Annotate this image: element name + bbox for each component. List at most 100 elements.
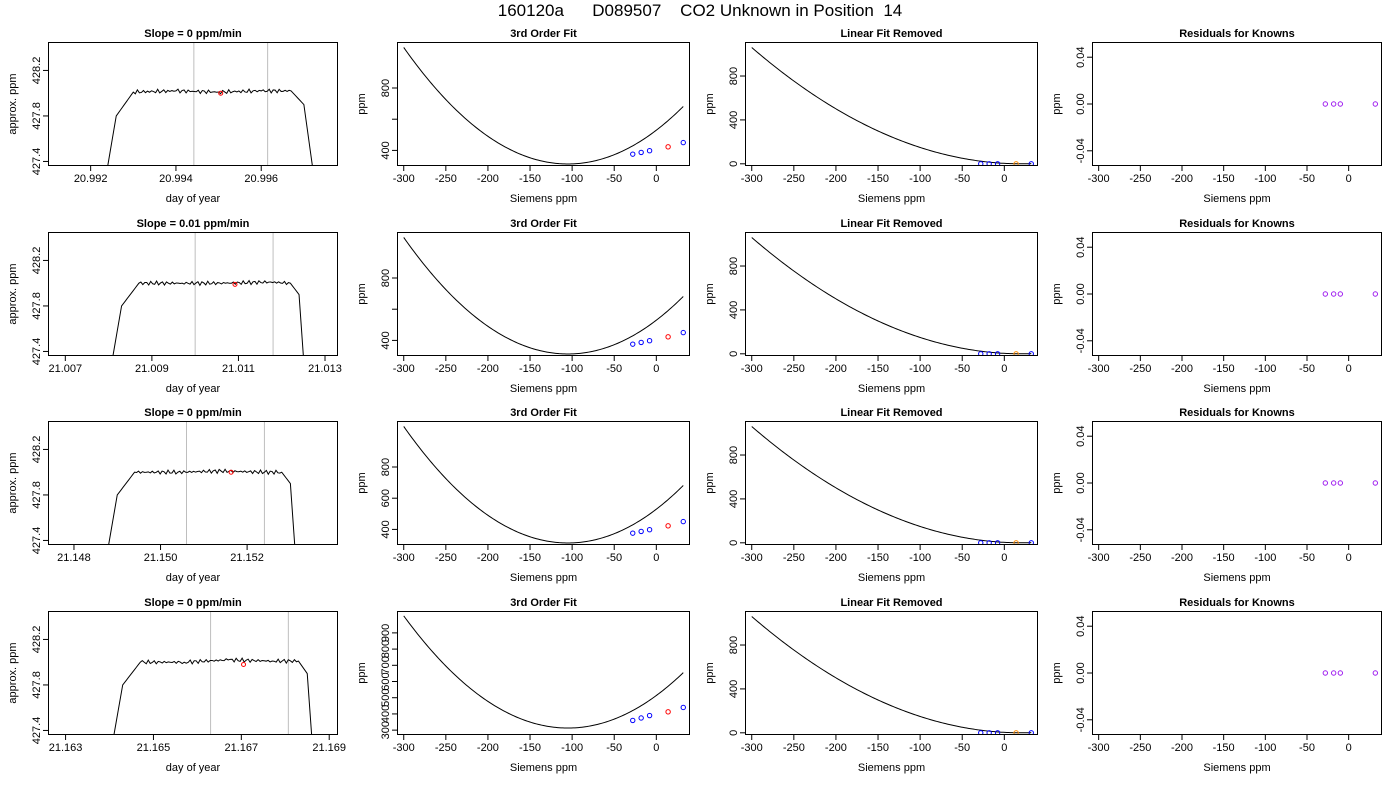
plot-frame (48, 611, 338, 735)
y-tick-label: 400 (380, 520, 392, 538)
plot-area (108, 421, 296, 545)
residual-point (1337, 291, 1344, 297)
fit-curve-line (403, 237, 684, 355)
y-axis-label: approx. ppm (7, 73, 19, 134)
x-tick-label: 20.994 (159, 173, 193, 185)
x-tick-label: -300 (393, 742, 415, 754)
x-axis-label: Siemens ppm (510, 193, 577, 205)
known-standard-point (978, 161, 984, 166)
y-axis-label: approx. ppm (7, 263, 19, 324)
x-axis-label: Siemens ppm (858, 572, 925, 584)
x-tick-label: 0 (1346, 742, 1352, 754)
plot-area (112, 232, 304, 356)
fit-curve-line (751, 47, 1032, 165)
panel-title: 3rd Order Fit (510, 407, 577, 419)
x-tick-label: 21.169 (312, 742, 346, 754)
y-axis-label: ppm (1051, 93, 1063, 114)
x-tick-label: -300 (393, 363, 415, 375)
x-tick-label: -100 (1254, 742, 1276, 754)
sample-point-marker (228, 469, 234, 475)
panel-title: Residuals for Knowns (1179, 28, 1295, 40)
y-tick-label: 0.00 (1075, 283, 1087, 304)
x-tick-label: -150 (867, 363, 889, 375)
x-tick-label: -50 (1299, 363, 1315, 375)
x-tick-label: -200 (825, 552, 847, 564)
y-axis-label: ppm (704, 283, 716, 304)
unknown-sample-point (1013, 351, 1019, 356)
panel-title: 3rd Order Fit (510, 597, 577, 609)
x-tick-label: -100 (1254, 173, 1276, 185)
y-axis-label: approx. ppm (7, 642, 19, 703)
known-standard-point (630, 341, 636, 347)
y-tick-label: 427.4 (31, 338, 43, 366)
y-axis-label: approx. ppm (7, 452, 19, 513)
unknown-sample-point (665, 709, 671, 715)
plot-area (403, 615, 686, 729)
x-tick-label: -300 (1088, 363, 1110, 375)
x-axis-label: Siemens ppm (1203, 762, 1270, 774)
y-tick-label: -0.04 (1075, 707, 1087, 732)
known-standard-point (994, 161, 1001, 166)
residual-point (1322, 291, 1329, 297)
x-tick-label: -250 (1129, 552, 1151, 564)
x-tick-label: -300 (393, 552, 415, 564)
x-tick-label: -150 (867, 552, 889, 564)
residual-point (1322, 670, 1329, 676)
x-tick-label: -100 (561, 552, 583, 564)
x-tick-label: 21.152 (230, 552, 264, 564)
x-tick-label: -250 (1129, 363, 1151, 375)
x-tick-label: -300 (741, 173, 763, 185)
residual-point (1372, 670, 1379, 676)
plot-frame (1092, 42, 1382, 166)
x-tick-label: -50 (1299, 742, 1315, 754)
x-tick-label: -200 (1171, 173, 1193, 185)
unknown-sample-point (665, 144, 671, 150)
residual-point (1337, 101, 1344, 107)
x-tick-label: -100 (909, 552, 931, 564)
plot-area (751, 616, 1034, 735)
y-tick-label: 400 (380, 331, 392, 349)
x-tick-label: -200 (825, 363, 847, 375)
plot-frame (397, 421, 690, 545)
panel-title: Residuals for Knowns (1179, 407, 1295, 419)
y-tick-label: 800 (380, 640, 392, 658)
panel-title: Residuals for Knowns (1179, 597, 1295, 609)
x-tick-label: -100 (1254, 363, 1276, 375)
y-tick-label: 427.8 (31, 102, 43, 130)
known-standard-point (1028, 161, 1034, 166)
x-tick-label: 21.167 (225, 742, 259, 754)
known-standard-point (646, 148, 653, 154)
y-tick-label: 428.2 (31, 247, 43, 275)
x-tick-label: -300 (741, 363, 763, 375)
panel-title: Slope = 0.01 ppm/min (137, 218, 250, 230)
x-tick-label: 20.996 (244, 173, 278, 185)
known-standard-point (638, 339, 644, 346)
x-axis-label: Siemens ppm (858, 383, 925, 395)
residual-point (1330, 480, 1337, 486)
y-tick-label: 0.04 (1075, 46, 1087, 67)
x-tick-label: -50 (606, 742, 622, 754)
x-tick-label: -200 (477, 742, 499, 754)
x-tick-label: -300 (741, 742, 763, 754)
sample-point-marker (232, 281, 238, 287)
x-tick-label: -50 (606, 363, 622, 375)
y-tick-label: 800 (728, 636, 740, 654)
plot-area (113, 611, 313, 735)
x-tick-label: -250 (1129, 742, 1151, 754)
x-axis-label: Siemens ppm (510, 762, 577, 774)
unknown-sample-point (1013, 730, 1019, 735)
x-tick-label: -50 (954, 363, 970, 375)
known-standard-point (978, 351, 984, 356)
plot-area (751, 426, 1034, 545)
y-axis-label: ppm (704, 472, 716, 493)
residual-point (1322, 480, 1329, 486)
residual-point (1372, 101, 1379, 107)
plot-area (1322, 670, 1379, 676)
y-tick-label: -0.04 (1075, 138, 1087, 163)
x-tick-label: -200 (1171, 363, 1193, 375)
known-standard-point (986, 351, 992, 356)
y-tick-label: 428.2 (31, 626, 43, 654)
y-axis-label: ppm (1051, 662, 1063, 683)
y-tick-label: -0.04 (1075, 328, 1087, 353)
y-tick-label: 400 (380, 141, 392, 159)
